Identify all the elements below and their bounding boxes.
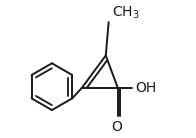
Text: OH: OH: [135, 81, 156, 95]
Text: O: O: [112, 120, 122, 134]
Text: CH$_3$: CH$_3$: [112, 5, 140, 21]
